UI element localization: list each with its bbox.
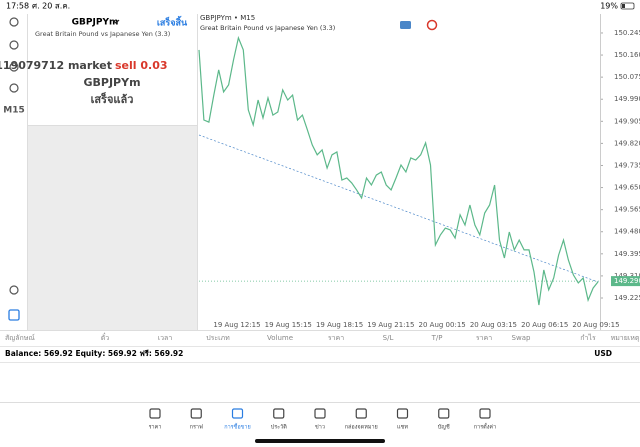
y-tick-label: 149.650 xyxy=(614,184,640,192)
tab-label[interactable]: การซื้อขาย xyxy=(224,423,250,431)
x-tick-label: 19 Aug 18:15 xyxy=(316,321,363,329)
y-tick-label: 149.820 xyxy=(614,139,640,147)
column-header[interactable]: ประเภท xyxy=(206,334,230,342)
tab-icon[interactable] xyxy=(149,408,161,419)
status-time: 17:58 xyxy=(6,2,29,11)
column-header[interactable]: เวลา xyxy=(158,334,173,342)
y-tick-label: 149.990 xyxy=(614,95,640,103)
column-header[interactable]: S/L xyxy=(383,334,394,342)
timeframe[interactable]: M15 xyxy=(3,106,24,116)
column-header[interactable]: ราคา xyxy=(328,334,344,342)
balance-text: Balance: 569.92 Equity: 569.92 ฟรี: 569.… xyxy=(5,349,183,358)
current-price-box xyxy=(611,276,640,287)
y-tick-label: 149.310 xyxy=(614,272,640,280)
y-tick-label: 149.480 xyxy=(614,228,640,236)
tab-icon[interactable] xyxy=(355,408,367,419)
tab-icon[interactable] xyxy=(396,408,409,419)
y-tick-label: 149.225 xyxy=(614,294,640,302)
tab-label[interactable]: กล่องจดหมาย xyxy=(345,425,378,431)
y-tick-label: 149.735 xyxy=(614,161,640,169)
tab-icon[interactable] xyxy=(314,408,326,419)
y-tick-label: 149.565 xyxy=(614,206,640,214)
tab-icon[interactable] xyxy=(231,408,244,419)
current-price-label: 149.290 xyxy=(614,277,640,285)
chevron xyxy=(112,19,120,24)
y-tick-label: 150.160 xyxy=(614,51,640,59)
x-tick-label: 19 Aug 12:15 xyxy=(213,321,260,329)
tool-icon[interactable] xyxy=(9,83,19,93)
price-line xyxy=(198,35,599,306)
tab-icon[interactable] xyxy=(479,408,491,419)
column-header[interactable]: กำไร xyxy=(580,333,596,342)
order-text: #119079712 market xyxy=(0,59,112,72)
x-tick-label: 20 Aug 00:15 xyxy=(419,321,466,329)
tab-label[interactable]: การตั้งค่า xyxy=(474,423,496,431)
tab-label[interactable]: แชท xyxy=(397,424,408,431)
order-status: เสร็จแล้ว xyxy=(91,92,134,106)
order-symbol: GBPJPYm xyxy=(83,76,140,89)
y-tick-label: 150.245 xyxy=(614,29,640,37)
tab-label[interactable]: ราคา xyxy=(149,425,162,431)
tool-icon[interactable] xyxy=(9,62,19,72)
x-tick-label: 20 Aug 03:15 xyxy=(470,321,517,329)
trend-line xyxy=(198,134,599,283)
x-tick-label: 20 Aug 06:15 xyxy=(521,321,568,329)
tab-icon[interactable] xyxy=(273,408,285,419)
trade-icon[interactable] xyxy=(426,19,438,31)
tab-label[interactable]: ประวัติ xyxy=(271,424,287,431)
trade-icon[interactable] xyxy=(400,21,411,29)
column-header[interactable]: T/P xyxy=(431,334,443,342)
battery-level xyxy=(622,4,625,8)
balance-currency: USD xyxy=(594,349,612,358)
tool-icon[interactable] xyxy=(9,285,19,295)
tab-label[interactable]: กราฟ xyxy=(190,424,203,431)
tool-icon[interactable] xyxy=(9,17,19,27)
tool-icon[interactable] xyxy=(9,40,19,50)
tab-label[interactable]: ข่าว xyxy=(315,425,325,431)
tab-icon[interactable] xyxy=(190,408,202,419)
x-tick-label: 19 Aug 15:15 xyxy=(265,321,312,329)
column-header[interactable]: ตั๋ว xyxy=(101,333,110,342)
tab-label[interactable]: บัญชี xyxy=(438,424,450,431)
status-date: ศ. 20 ส.ค. xyxy=(32,2,70,11)
x-tick-label: 19 Aug 21:15 xyxy=(367,321,414,329)
home-indicator xyxy=(255,439,385,443)
tab-icon[interactable] xyxy=(438,408,450,419)
symbol-select[interactable]: GBPJPYm xyxy=(72,18,119,28)
empty-panel xyxy=(28,125,197,330)
order-side: sell 0.03 xyxy=(115,59,168,72)
column-header[interactable]: Volume xyxy=(267,334,293,342)
column-header[interactable]: หมายเหตุ xyxy=(611,334,640,342)
symbol-description: Great Britain Pound vs Japanese Yen (3.3… xyxy=(35,30,170,38)
chart-subtitle: Great Britain Pound vs Japanese Yen (3.3… xyxy=(200,24,335,32)
column-header[interactable]: ราคา xyxy=(476,334,492,342)
chart-title: GBPJPYm • M15 xyxy=(200,14,255,22)
column-header[interactable]: Swap xyxy=(512,334,531,342)
column-header[interactable]: สัญลักษณ์ xyxy=(5,334,35,342)
done-button[interactable]: เสร็จสิ้น xyxy=(157,16,188,29)
x-tick-label: 20 Aug 09:15 xyxy=(572,321,619,329)
status-battery: 19% xyxy=(600,2,618,11)
y-tick-label: 150.075 xyxy=(614,73,640,81)
tool-icon[interactable] xyxy=(8,309,20,321)
y-tick-label: 149.395 xyxy=(614,250,640,258)
battery-icon xyxy=(620,2,635,10)
y-tick-label: 149.905 xyxy=(614,117,640,125)
